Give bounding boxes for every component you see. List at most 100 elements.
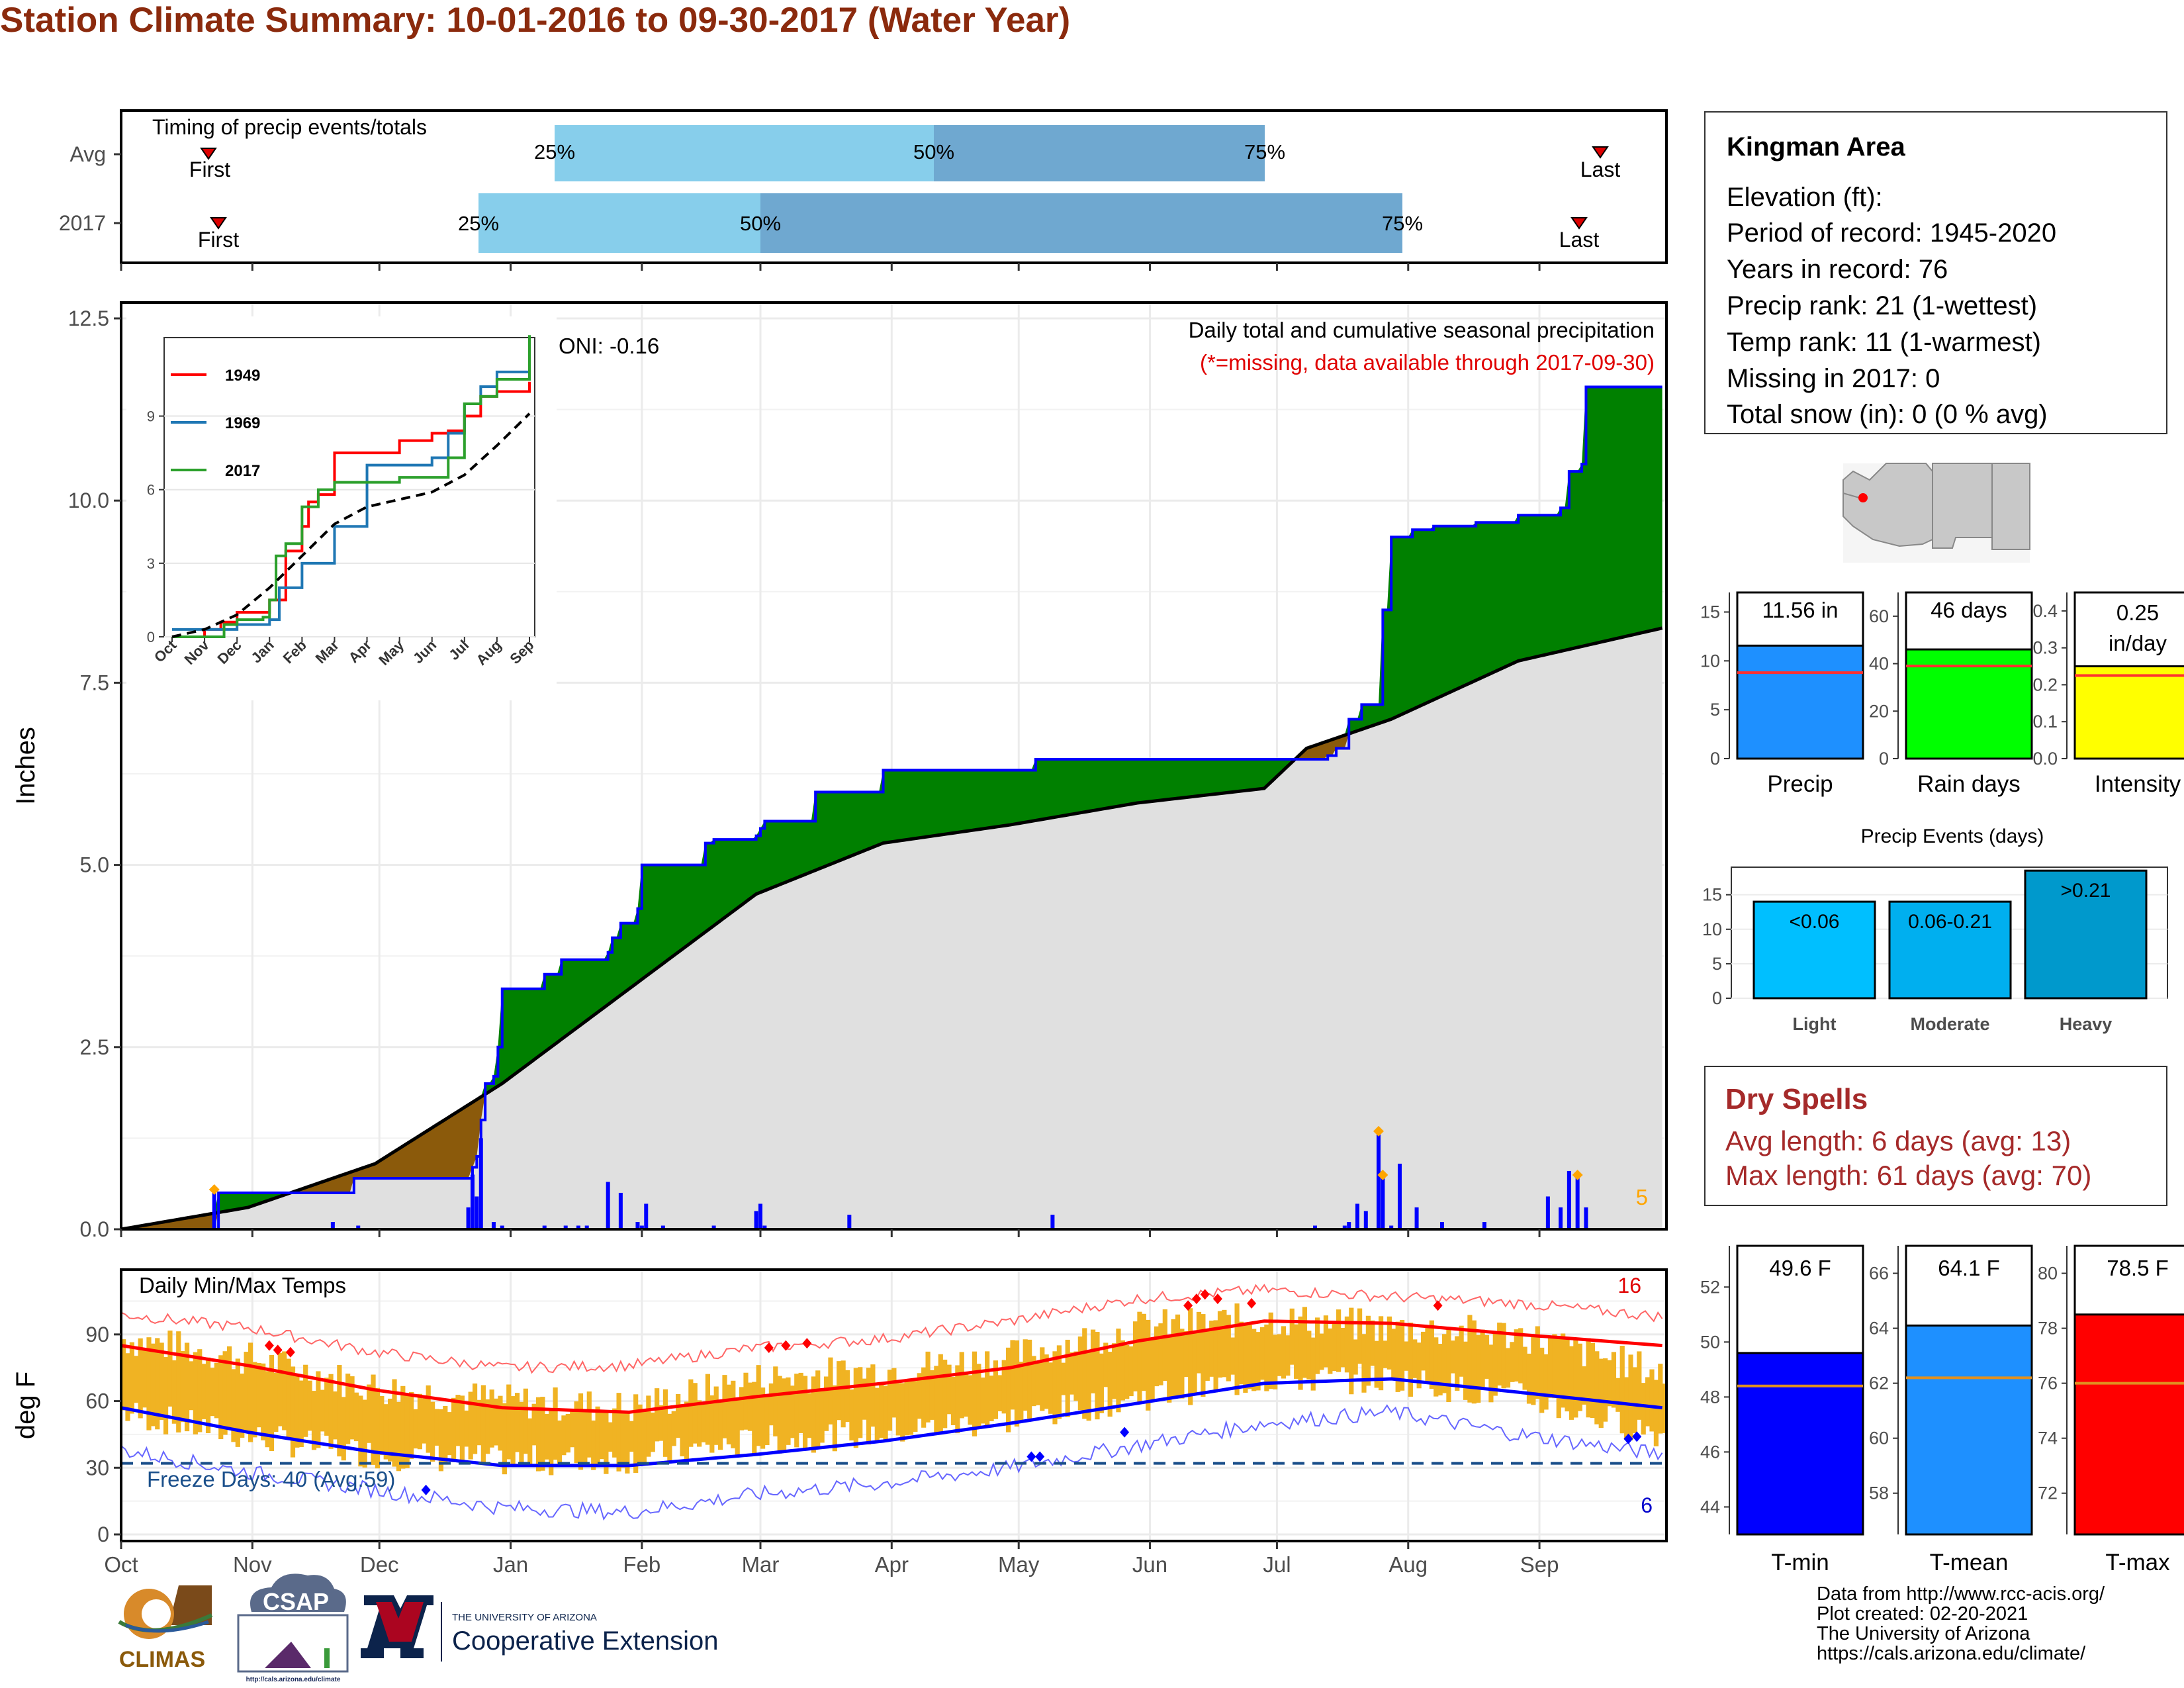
daily-temp-bar (993, 1360, 999, 1419)
daily-temp-bar (332, 1391, 338, 1440)
daily-temp-bar (1361, 1334, 1367, 1393)
daily-temp-bar (1420, 1331, 1426, 1371)
daily-temp-bar (862, 1378, 867, 1420)
daily-temp-bar (1340, 1327, 1345, 1368)
daily-temp-bar (637, 1404, 643, 1465)
daily-temp-bar (1196, 1311, 1202, 1374)
daily-precip-bar (606, 1182, 610, 1229)
daily-temp-bar (1035, 1362, 1041, 1405)
daily-temp-bar (1099, 1353, 1104, 1413)
daily-temp-bar (1446, 1327, 1451, 1402)
dry-spells-title: Dry Spells (1725, 1083, 1868, 1115)
daily-temp-bar (163, 1357, 169, 1434)
csap-logo: CSAP http://cals.arizona.edu/climate (237, 1573, 349, 1683)
temp-stat-ytick-label: 50 (1700, 1332, 1720, 1352)
stat-ytick-label: 15 (1700, 602, 1720, 622)
month-label: Mar (742, 1552, 780, 1577)
daily-temp-bar (1289, 1308, 1295, 1365)
temp-stat-ytick-label: 46 (1700, 1442, 1720, 1462)
avg-p75: 75% (1244, 140, 1285, 164)
daily-temp-bar (1539, 1347, 1545, 1413)
daily-temp-bar (1547, 1337, 1553, 1398)
daily-temp-bar (222, 1351, 228, 1435)
daily-precip-bar (639, 1225, 644, 1229)
daily-temp-bar (1128, 1346, 1134, 1397)
daily-temp-bar (612, 1408, 617, 1458)
dry-spells-box: Dry Spells Avg length: 6 days (avg: 13) … (1704, 1066, 2167, 1206)
y2017-last-marker (1570, 217, 1588, 230)
events-bar-text: <0.06 (1790, 911, 1840, 933)
events-bar-label: Moderate (1910, 1014, 1989, 1034)
credit-university: The University of Arizona (1817, 1623, 2030, 1644)
daily-temp-bar (1052, 1351, 1058, 1425)
daily-temp-bar (760, 1387, 766, 1449)
daily-temp-bar (1103, 1342, 1109, 1387)
daily-temp-bar (1416, 1342, 1422, 1389)
daily-temp-bar (379, 1395, 385, 1456)
temp-stat-value: 78.5 F (2107, 1256, 2169, 1280)
daily-precip-bar (500, 1225, 504, 1229)
stat-ytick-label: 0.3 (2032, 638, 2058, 658)
daily-precip-bar (1567, 1170, 1571, 1229)
daily-temp-bar (1455, 1336, 1460, 1391)
heavy-event-marker (208, 1184, 220, 1195)
daily-temp-bar (1014, 1340, 1020, 1427)
daily-temp-bar (739, 1387, 745, 1430)
daily-temp-bar (743, 1372, 749, 1430)
temp-label: Daily Min/Max Temps (139, 1273, 346, 1297)
precip-ytick-label: 0.0 (80, 1217, 109, 1241)
daily-temp-bar (1310, 1337, 1316, 1391)
daily-temp-bar (1323, 1315, 1329, 1368)
avg-last-marker (1592, 146, 1609, 159)
temp-stat-bar-t-mean (1905, 1324, 2033, 1536)
daily-temp-bar (468, 1391, 473, 1460)
daily-temp-bar (459, 1395, 465, 1462)
daily-temp-bar (1285, 1335, 1291, 1376)
ua-logo: THE UNIVERSITY OF ARIZONA Cooperative Ex… (361, 1595, 718, 1662)
daily-temp-bar (1459, 1325, 1464, 1377)
snow-text: Total snow (in): 0 (0 % avg) (1727, 400, 2048, 429)
daily-temp-bar (514, 1393, 520, 1452)
daily-temp-bar (726, 1384, 732, 1444)
temp-stat-ytick-label: 66 (1869, 1264, 1889, 1284)
daily-temp-bar (210, 1368, 215, 1417)
events-title: Precip Events (days) (1861, 825, 2044, 847)
daily-temp-bar (349, 1376, 355, 1440)
daily-temp-bar (837, 1361, 842, 1421)
daily-temp-bar (125, 1353, 130, 1421)
daily-temp-bar (1154, 1326, 1160, 1387)
daily-temp-bar (1404, 1341, 1409, 1371)
daily-temp-bar (248, 1342, 253, 1442)
daily-temp-bar (697, 1400, 702, 1447)
avg-p25: 25% (534, 140, 575, 164)
daily-temp-bar (235, 1358, 240, 1447)
daily-temp-bar (1031, 1356, 1036, 1407)
temp-stat-ytick-label: 80 (2038, 1264, 2058, 1284)
inset-legend-label: 2017 (225, 462, 260, 480)
daily-temp-bar (146, 1337, 152, 1430)
daily-temp-bar (1171, 1319, 1176, 1399)
daily-precip-bar (635, 1221, 640, 1229)
daily-temp-bar (1637, 1351, 1642, 1420)
daily-temp-bar (625, 1411, 630, 1474)
daily-temp-bar (1273, 1335, 1278, 1389)
daily-temp-bar (252, 1362, 257, 1438)
daily-temp-bar (1510, 1342, 1515, 1382)
daily-temp-bar (1395, 1321, 1400, 1392)
dry-spells-avg: Avg length: 6 days (avg: 13) (1725, 1125, 2071, 1156)
daily-temp-bar (641, 1410, 647, 1466)
daily-temp-bar (337, 1365, 342, 1457)
daily-temp-bar (883, 1385, 888, 1440)
temp-stat-ytick-label: 48 (1700, 1387, 1720, 1407)
daily-temp-bar (455, 1395, 461, 1446)
events-bar-text: >0.21 (2061, 880, 2111, 902)
daily-temp-bar (422, 1398, 427, 1444)
daily-temp-bar (1146, 1319, 1151, 1411)
daily-temp-bar (1179, 1329, 1185, 1399)
daily-temp-bar (985, 1351, 990, 1427)
daily-temp-bar (1615, 1378, 1621, 1412)
daily-temp-bar (1044, 1354, 1049, 1409)
daily-temp-bar (540, 1397, 545, 1471)
daily-temp-bar (1107, 1352, 1113, 1417)
daily-temp-bar (718, 1401, 723, 1450)
